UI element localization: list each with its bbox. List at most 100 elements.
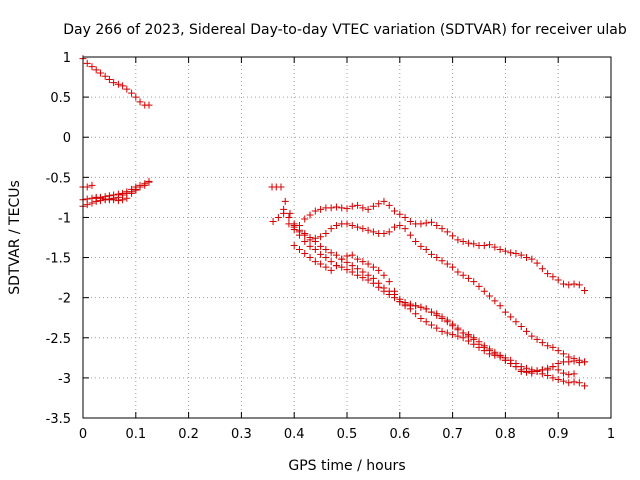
data-point: [348, 268, 356, 276]
data-point: [391, 207, 399, 215]
data-point: [422, 219, 430, 227]
data-point: [369, 202, 377, 210]
data-point: [512, 318, 520, 326]
data-point: [480, 347, 488, 355]
x-tick-label: 0.3: [231, 427, 252, 442]
data-point: [92, 197, 100, 205]
data-point: [332, 221, 340, 229]
data-point: [114, 193, 122, 201]
data-point: [354, 255, 362, 263]
data-point: [281, 197, 289, 205]
data-point: [285, 213, 293, 221]
data-point: [507, 359, 515, 367]
x-tick-label: 0: [79, 427, 87, 442]
x-axis-title: GPS time / hours: [288, 458, 405, 474]
data-point: [364, 271, 372, 279]
data-point: [338, 263, 346, 271]
data-point: [364, 226, 372, 234]
data-point: [391, 223, 399, 231]
x-tick-label: 0.2: [178, 427, 199, 442]
x-tick-label: 0.1: [125, 427, 146, 442]
data-point: [380, 197, 388, 205]
data-point: [470, 278, 478, 286]
data-point: [544, 342, 552, 350]
data-point: [348, 262, 356, 270]
data-point: [369, 274, 377, 282]
data-point: [385, 201, 393, 209]
data-point: [554, 359, 562, 367]
data-point: [559, 369, 567, 377]
data-point: [401, 302, 409, 310]
data-point: [128, 188, 136, 196]
data-point: [417, 242, 425, 250]
data-point: [570, 378, 578, 386]
data-point: [280, 205, 288, 213]
data-point: [101, 72, 109, 80]
data-point: [470, 334, 478, 342]
series-sat-i: [280, 205, 589, 366]
data-point: [317, 205, 325, 213]
data-point: [119, 191, 127, 199]
data-point: [427, 308, 435, 316]
data-point: [438, 225, 446, 233]
data-point: [88, 181, 96, 189]
data-point: [295, 246, 303, 254]
data-point: [559, 280, 567, 288]
data-point: [332, 251, 340, 259]
data-point: [311, 207, 319, 215]
data-point: [486, 292, 494, 300]
data-point: [427, 321, 435, 329]
data-point: [480, 242, 488, 250]
data-point: [306, 242, 314, 250]
data-point: [533, 367, 541, 375]
data-point: [327, 266, 335, 274]
data-point: [470, 240, 478, 248]
data-point: [119, 82, 127, 90]
data-point: [295, 228, 303, 236]
data-point: [359, 225, 367, 233]
data-point: [554, 366, 562, 374]
data-point: [306, 236, 314, 244]
data-point: [454, 332, 462, 340]
chart-title: Day 266 of 2023, Sidereal Day-to-day VTE…: [63, 22, 627, 38]
data-point: [301, 215, 309, 223]
series-sat-a: [79, 55, 153, 109]
data-point: [83, 183, 91, 191]
data-point: [375, 266, 383, 274]
data-point: [549, 343, 557, 351]
data-point: [406, 217, 414, 225]
data-point: [327, 204, 335, 212]
data-point: [306, 254, 314, 262]
data-point: [507, 249, 515, 257]
data-point: [317, 250, 325, 258]
data-point: [464, 274, 472, 282]
y-tick-label: 1: [63, 51, 71, 66]
data-point: [375, 200, 383, 208]
data-point: [327, 249, 335, 257]
data-point: [422, 246, 430, 254]
data-point: [491, 297, 499, 305]
data-point: [565, 281, 573, 289]
x-tick-labels: 0 0.1 0.2 0.3 0.4 0.5 0.6 0.7 0.8 0.9 1: [79, 427, 615, 442]
data-point: [285, 220, 293, 228]
data-point: [396, 298, 404, 306]
data-point: [343, 252, 351, 260]
data-point: [317, 260, 325, 268]
data-point: [290, 221, 298, 229]
data-point: [412, 302, 420, 310]
data-point: [533, 335, 541, 343]
data-point: [359, 268, 367, 276]
data-point: [96, 69, 104, 77]
y-tick-label: -3: [58, 372, 71, 387]
y-tick-label: 0: [63, 131, 71, 146]
data-point: [554, 347, 562, 355]
data-point: [581, 382, 589, 390]
data-point: [512, 250, 520, 258]
data-point: [565, 379, 573, 387]
data-point: [512, 363, 520, 371]
data-point: [565, 353, 573, 361]
data-point: [475, 282, 483, 290]
data-point: [438, 315, 446, 323]
x-tick-label: 0.7: [442, 427, 463, 442]
data-point: [396, 210, 404, 218]
